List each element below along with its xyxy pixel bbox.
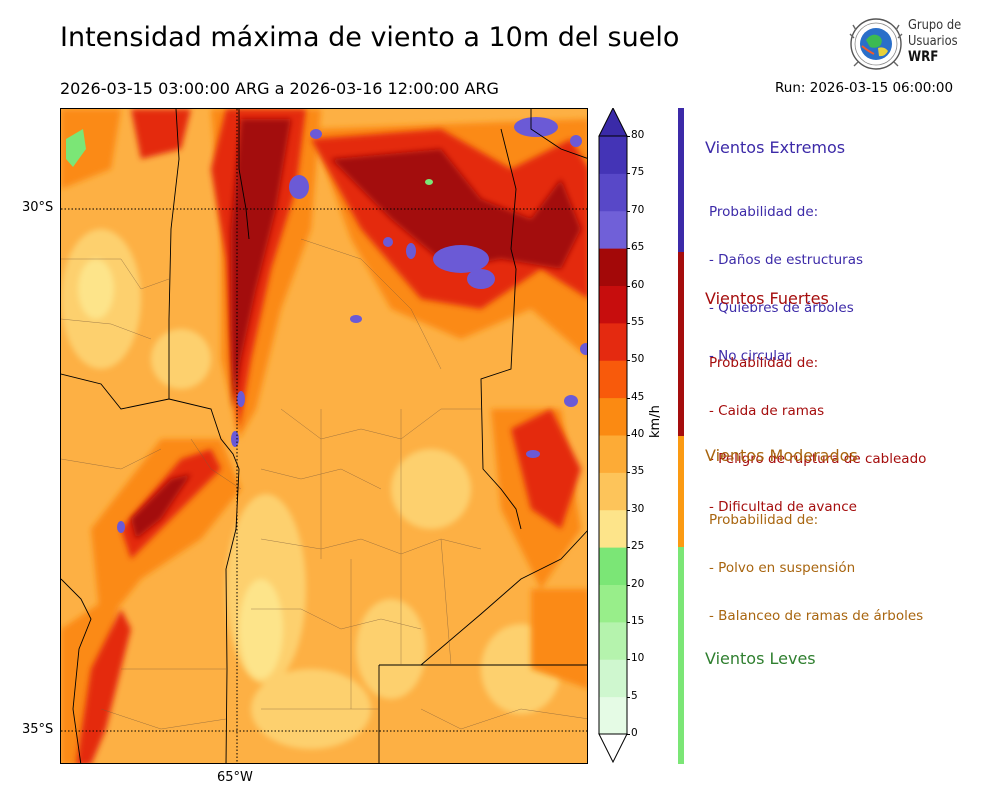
category-desc-extremos: Probabilidad de: - Daños de estructuras … [709,172,863,380]
grupo-usuarios-wrf-logo: Grupo de Usuarios WRF [848,16,970,72]
colorbar-tick-mark [627,696,630,698]
desc-line: - Peligro de ruptura de cableado [709,451,927,467]
colorbar-band [599,435,627,473]
desc-line: Probabilidad de: [709,512,819,528]
desc-line: - Quiebres de árboles [709,300,854,316]
desc-line: - Balanceo de ramas de árboles [709,608,924,624]
colorbar-tick-label: 65 [631,241,645,254]
colorbar-band [599,584,627,623]
colorbar-band [599,285,627,324]
category-bar-leves [678,547,684,764]
desc-line: Probabilidad de: [709,355,819,371]
colorbar-band [599,621,627,660]
colorbar-tick-label: 80 [631,129,645,141]
desc-line: - No circular [709,348,791,364]
colorbar-tick-mark [627,734,630,735]
wind-map [60,108,588,764]
desc-line: Probabilidad de: [709,204,819,220]
colorbar-band [599,322,627,361]
colorbar-band [599,397,627,436]
category-bar-moderados [678,436,684,547]
run-timestamp: Run: 2026-03-15 06:00:00 [775,80,954,96]
colorbar-unit: km/h [648,405,663,438]
category-desc-fuertes: Probabilidad de: - Caida de ramas - Peli… [709,323,926,531]
forecast-period: 2026-03-15 03:00:00 ARG a 2026-03-16 12:… [60,79,499,98]
colorbar-tick-mark [627,621,630,623]
desc-line: - Polvo en suspensión [709,560,856,576]
category-desc-moderados: Probabilidad de: - Polvo en suspensión -… [709,480,923,640]
colorbar-tick-label: 25 [631,540,645,553]
colorbar-band [599,248,627,286]
colorbar-bottom-arrow [598,733,628,764]
colorbar-tick-label: 60 [631,278,645,291]
colorbar-band [599,659,627,698]
colorbar-tick-label: 55 [631,315,645,328]
colorbar-top-arrow [598,108,628,137]
desc-line: - Caida de ramas [709,403,825,419]
colorbar-band [599,360,627,399]
colorbar-tick-label: 20 [631,577,645,590]
colorbar-tick-label: 50 [631,353,645,366]
colorbar-tick-label: 0 [631,727,638,739]
colorbar-tick-mark [627,173,630,175]
colorbar-tick-label: 35 [631,465,645,478]
category-bar-extremos [678,108,684,252]
colorbar-tick-mark [627,584,630,586]
desc-line: - Dificultad de avance [709,499,857,515]
colorbar-tick-label: 45 [631,390,645,403]
colorbar-tick-mark [627,659,630,661]
category-title-fuertes: Vientos Fuertes [705,289,829,308]
colorbar-band [599,173,627,212]
colorbar-tick-mark [627,397,630,399]
colorbar-band [599,210,627,249]
chart-title: Intensidad máxima de viento a 10m del su… [60,22,680,53]
colorbar-tick-mark [627,435,630,436]
colorbar-tick-mark [627,472,630,474]
colorbar-tick-mark [627,248,630,250]
category-title-moderados: Vientos Moderados [705,446,858,465]
colorbar-band [599,547,627,585]
colorbar-tick-mark [627,285,630,287]
colorbar-tick-mark [627,547,630,549]
colorbar-tick-label: 15 [631,614,645,627]
colorbar-tick-label: 70 [631,203,645,216]
lat-label-35s: 35°S [22,722,54,737]
wind-field [61,109,587,763]
logo-text-line3: WRF [908,49,939,65]
colorbar-tick-mark [627,322,630,324]
category-title-extremos: Vientos Extremos [705,138,846,157]
colorbar-tick-mark [627,360,630,362]
colorbar-tick-mark [627,136,630,137]
colorbar-band [599,696,627,735]
colorbar-tick-label: 40 [631,428,645,440]
lat-label-30s: 30°S [22,200,54,215]
colorbar-band [599,136,627,174]
logo-text-line2: Usuarios [908,33,958,49]
colorbar-tick-label: 75 [631,166,645,179]
colorbar-tick-mark [627,210,630,212]
lon-label-65w: 65°W [217,770,253,785]
colorbar-band [599,509,627,548]
logo-text-line1: Grupo de [908,17,962,33]
colorbar-tick-label: 30 [631,502,645,515]
colorbar [598,108,628,764]
category-bar-fuertes [678,252,684,436]
colorbar-tick-mark [627,509,630,511]
colorbar-band [599,472,627,511]
colorbar-tick-label: 10 [631,652,645,665]
colorbar-tick-label: 5 [631,689,638,702]
desc-line: - Daños de estructuras [709,252,864,268]
globe-logo-icon [849,18,903,70]
category-title-leves: Vientos Leves [705,649,816,668]
